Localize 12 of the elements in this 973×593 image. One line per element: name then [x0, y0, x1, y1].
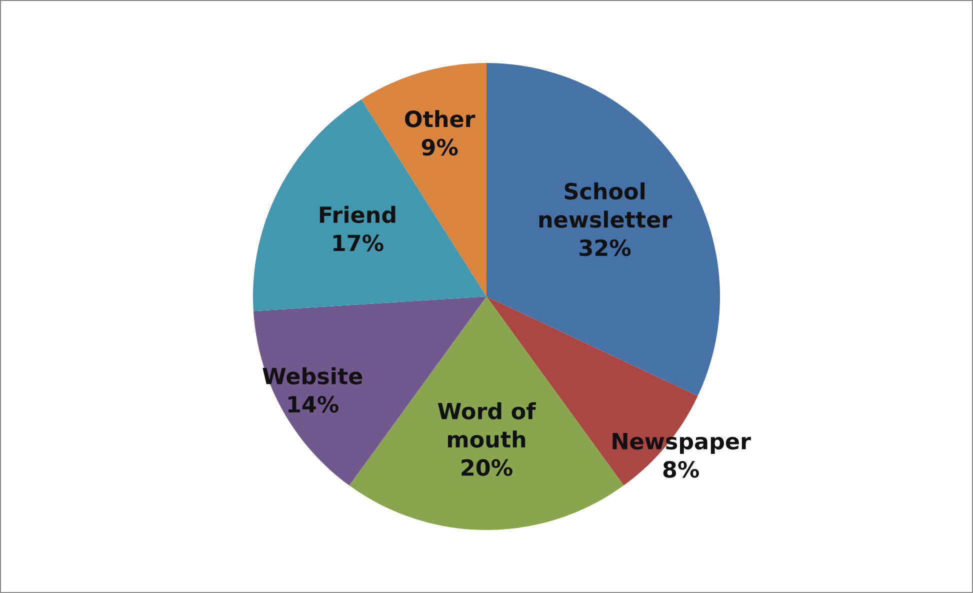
- slice-label: School newsletter: [539, 182, 672, 228]
- data-label: 20%: [462, 459, 512, 476]
- data-label: 14%: [288, 396, 338, 413]
- data-label: 17%: [333, 234, 384, 252]
- pie-slice: [253, 99, 486, 312]
- data-label: 8%: [663, 461, 699, 478]
- data-label: 32%: [580, 239, 631, 256]
- slice-label: Other: [405, 110, 476, 128]
- slice-label: Friend: [320, 206, 396, 224]
- slice-label: Word of mouth: [438, 402, 536, 448]
- data-label: 9%: [422, 138, 458, 156]
- pie-slice: [486, 62, 720, 396]
